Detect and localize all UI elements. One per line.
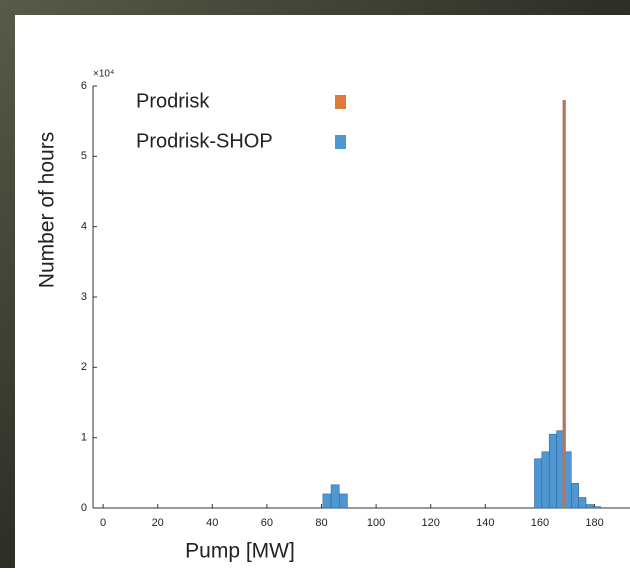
legend-swatch bbox=[335, 135, 346, 149]
x-tick-label: 60 bbox=[261, 517, 273, 529]
chart-panel bbox=[15, 15, 630, 568]
histogram-bar bbox=[330, 484, 340, 509]
y-axis-label: Number of hours bbox=[36, 132, 59, 288]
histogram-bar bbox=[339, 493, 348, 509]
histogram-bar bbox=[548, 433, 557, 509]
x-tick-label: 100 bbox=[367, 517, 385, 529]
y-tick-label: 4 bbox=[81, 221, 87, 233]
histogram-bar bbox=[322, 493, 332, 509]
x-tick-label: 180 bbox=[585, 517, 603, 529]
histogram-bar bbox=[571, 483, 579, 509]
histogram-bar bbox=[534, 458, 543, 509]
legend-swatch bbox=[335, 95, 346, 109]
y-tick-label: 3 bbox=[81, 291, 87, 303]
y-tick-label: 2 bbox=[81, 361, 87, 373]
histogram-bar bbox=[578, 497, 587, 509]
x-tick-label: 140 bbox=[476, 517, 494, 529]
y-tick-label: 1 bbox=[81, 432, 87, 444]
y-tick-label: 0 bbox=[81, 502, 87, 514]
x-tick-label: 0 bbox=[100, 517, 106, 529]
histogram-bar bbox=[585, 504, 594, 509]
legend-label: Prodrisk bbox=[136, 90, 210, 112]
histogram-bar bbox=[541, 451, 550, 509]
y-tick-label: 6 bbox=[81, 80, 87, 92]
histogram-bar bbox=[562, 100, 566, 509]
x-tick-label: 20 bbox=[152, 517, 164, 529]
y-tick-label: 5 bbox=[81, 150, 87, 162]
x-tick-label: 120 bbox=[422, 517, 440, 529]
x-axis-label: Pump [MW] bbox=[185, 540, 295, 563]
x-tick-label: 160 bbox=[531, 517, 549, 529]
x-tick-label: 80 bbox=[315, 517, 327, 529]
x-tick-label: 40 bbox=[206, 517, 218, 529]
y-exponent-label: ×10⁴ bbox=[93, 69, 114, 80]
histogram-bar bbox=[593, 506, 602, 509]
legend-label: Prodrisk-SHOP bbox=[136, 130, 273, 152]
